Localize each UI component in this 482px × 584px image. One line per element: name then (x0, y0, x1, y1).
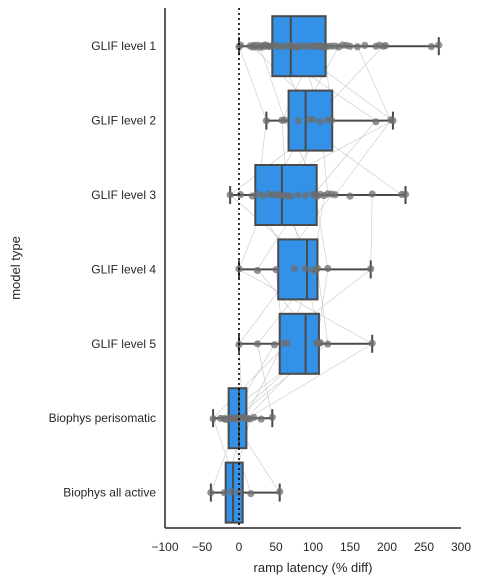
data-point (367, 265, 375, 273)
data-point (281, 116, 289, 124)
x-tick-label: 300 (451, 540, 471, 554)
data-point (331, 191, 339, 199)
y-tick-label: GLIF level 1 (91, 39, 156, 53)
y-tick-label: GLIF level 4 (91, 262, 156, 276)
data-point (283, 339, 291, 347)
x-tick-label: 150 (340, 540, 360, 554)
box-group (238, 312, 374, 375)
y-tick-label: GLIF level 3 (91, 188, 156, 202)
data-point (250, 413, 258, 421)
connecting-line (370, 194, 373, 270)
data-point (435, 41, 443, 49)
connecting-line (334, 120, 391, 196)
data-point (361, 41, 369, 50)
data-point (353, 43, 361, 51)
connecting-line (259, 46, 286, 121)
connecting-line (247, 343, 373, 419)
data-point (294, 117, 302, 125)
connecting-line (244, 343, 284, 419)
data-point (257, 415, 265, 423)
connecting-line (212, 343, 288, 419)
y-tick-label: Biophys perisomatic (49, 411, 156, 425)
data-point (389, 117, 397, 125)
connecting-line (238, 46, 267, 121)
data-point (302, 191, 310, 200)
data-point (302, 265, 310, 273)
data-point (272, 266, 280, 274)
data-point (324, 264, 332, 273)
data-point (253, 340, 262, 348)
connecting-line (257, 343, 273, 419)
data-point (316, 117, 324, 126)
data-point (287, 192, 295, 200)
data-point (276, 488, 284, 496)
x-tick-label: 0 (236, 540, 243, 554)
y-tick-label: GLIF level 5 (91, 337, 156, 351)
data-point (368, 339, 376, 347)
data-point (294, 191, 302, 199)
connecting-line (312, 120, 377, 196)
x-tick-label: 50 (269, 540, 283, 554)
data-point (236, 191, 245, 199)
x-tick-label: −50 (192, 540, 213, 554)
data-point (247, 490, 255, 498)
data-point (270, 341, 279, 349)
data-point (313, 264, 322, 272)
x-tick-label: −100 (151, 540, 178, 554)
x-tick-label: 200 (377, 540, 397, 554)
y-tick-label: GLIF level 2 (91, 114, 156, 128)
data-point (228, 488, 236, 496)
axes-layer (164, 8, 461, 529)
data-point (268, 413, 276, 421)
data-point (327, 116, 336, 124)
x-tick-label: 100 (303, 540, 323, 554)
data-point (259, 192, 267, 200)
data-point (262, 117, 270, 125)
data-point (401, 190, 410, 198)
data-point (309, 115, 317, 124)
data-point (226, 191, 234, 199)
data-point (427, 43, 435, 51)
x-tick-labels: −100 −50 0 50 100 150 200 250 300 (151, 540, 471, 554)
y-tick-label: Biophys all active (63, 486, 156, 500)
data-point (253, 266, 262, 275)
data-point (235, 488, 243, 497)
data-point (290, 264, 299, 273)
data-point (372, 118, 380, 126)
data-point (236, 41, 245, 49)
y-axis-label: model type (8, 236, 23, 300)
y-tick-labels: GLIF level 1 GLIF level 2 GLIF level 3 GLIF… (49, 39, 157, 499)
data-point (220, 489, 228, 497)
data-point (381, 41, 390, 50)
x-tick-label: 250 (414, 540, 434, 554)
connecting-line (238, 269, 373, 345)
connecting-line (357, 46, 391, 121)
data-point (346, 192, 354, 200)
data-point (368, 190, 376, 198)
data-point (346, 42, 354, 50)
data-point (316, 339, 324, 347)
data-point (207, 489, 215, 497)
data-point (209, 415, 217, 423)
points-layer (207, 41, 443, 498)
x-axis-label: ramp latency (% diff) (254, 560, 373, 575)
data-point (324, 340, 332, 348)
box-rect (278, 312, 320, 375)
